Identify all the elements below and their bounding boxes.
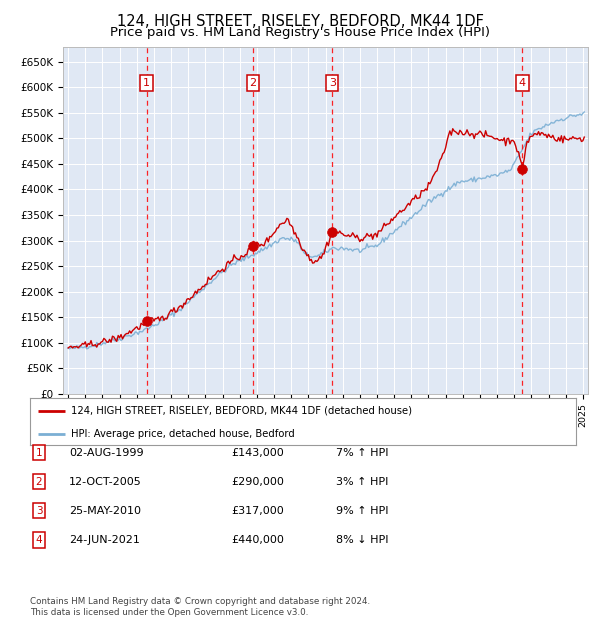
Text: 8% ↓ HPI: 8% ↓ HPI bbox=[336, 535, 389, 545]
Text: £317,000: £317,000 bbox=[231, 506, 284, 516]
Text: 124, HIGH STREET, RISELEY, BEDFORD, MK44 1DF: 124, HIGH STREET, RISELEY, BEDFORD, MK44… bbox=[116, 14, 484, 29]
Text: Contains HM Land Registry data © Crown copyright and database right 2024.
This d: Contains HM Land Registry data © Crown c… bbox=[30, 598, 370, 617]
Text: 2: 2 bbox=[35, 477, 43, 487]
Text: 1: 1 bbox=[35, 448, 43, 458]
Text: 02-AUG-1999: 02-AUG-1999 bbox=[69, 448, 143, 458]
Text: £440,000: £440,000 bbox=[231, 535, 284, 545]
Text: 3% ↑ HPI: 3% ↑ HPI bbox=[336, 477, 388, 487]
Text: Price paid vs. HM Land Registry's House Price Index (HPI): Price paid vs. HM Land Registry's House … bbox=[110, 26, 490, 39]
Text: 12-OCT-2005: 12-OCT-2005 bbox=[69, 477, 142, 487]
Text: 25-MAY-2010: 25-MAY-2010 bbox=[69, 506, 141, 516]
Text: £143,000: £143,000 bbox=[231, 448, 284, 458]
Text: 9% ↑ HPI: 9% ↑ HPI bbox=[336, 506, 389, 516]
Text: 7% ↑ HPI: 7% ↑ HPI bbox=[336, 448, 389, 458]
Text: 1: 1 bbox=[143, 78, 150, 88]
Text: 2: 2 bbox=[250, 78, 257, 88]
Text: 124, HIGH STREET, RISELEY, BEDFORD, MK44 1DF (detached house): 124, HIGH STREET, RISELEY, BEDFORD, MK44… bbox=[71, 405, 412, 415]
Text: 4: 4 bbox=[519, 78, 526, 88]
Text: 3: 3 bbox=[35, 506, 43, 516]
Text: £290,000: £290,000 bbox=[231, 477, 284, 487]
Text: 3: 3 bbox=[329, 78, 335, 88]
Text: HPI: Average price, detached house, Bedford: HPI: Average price, detached house, Bedf… bbox=[71, 429, 295, 440]
Text: 4: 4 bbox=[35, 535, 43, 545]
Text: 24-JUN-2021: 24-JUN-2021 bbox=[69, 535, 140, 545]
